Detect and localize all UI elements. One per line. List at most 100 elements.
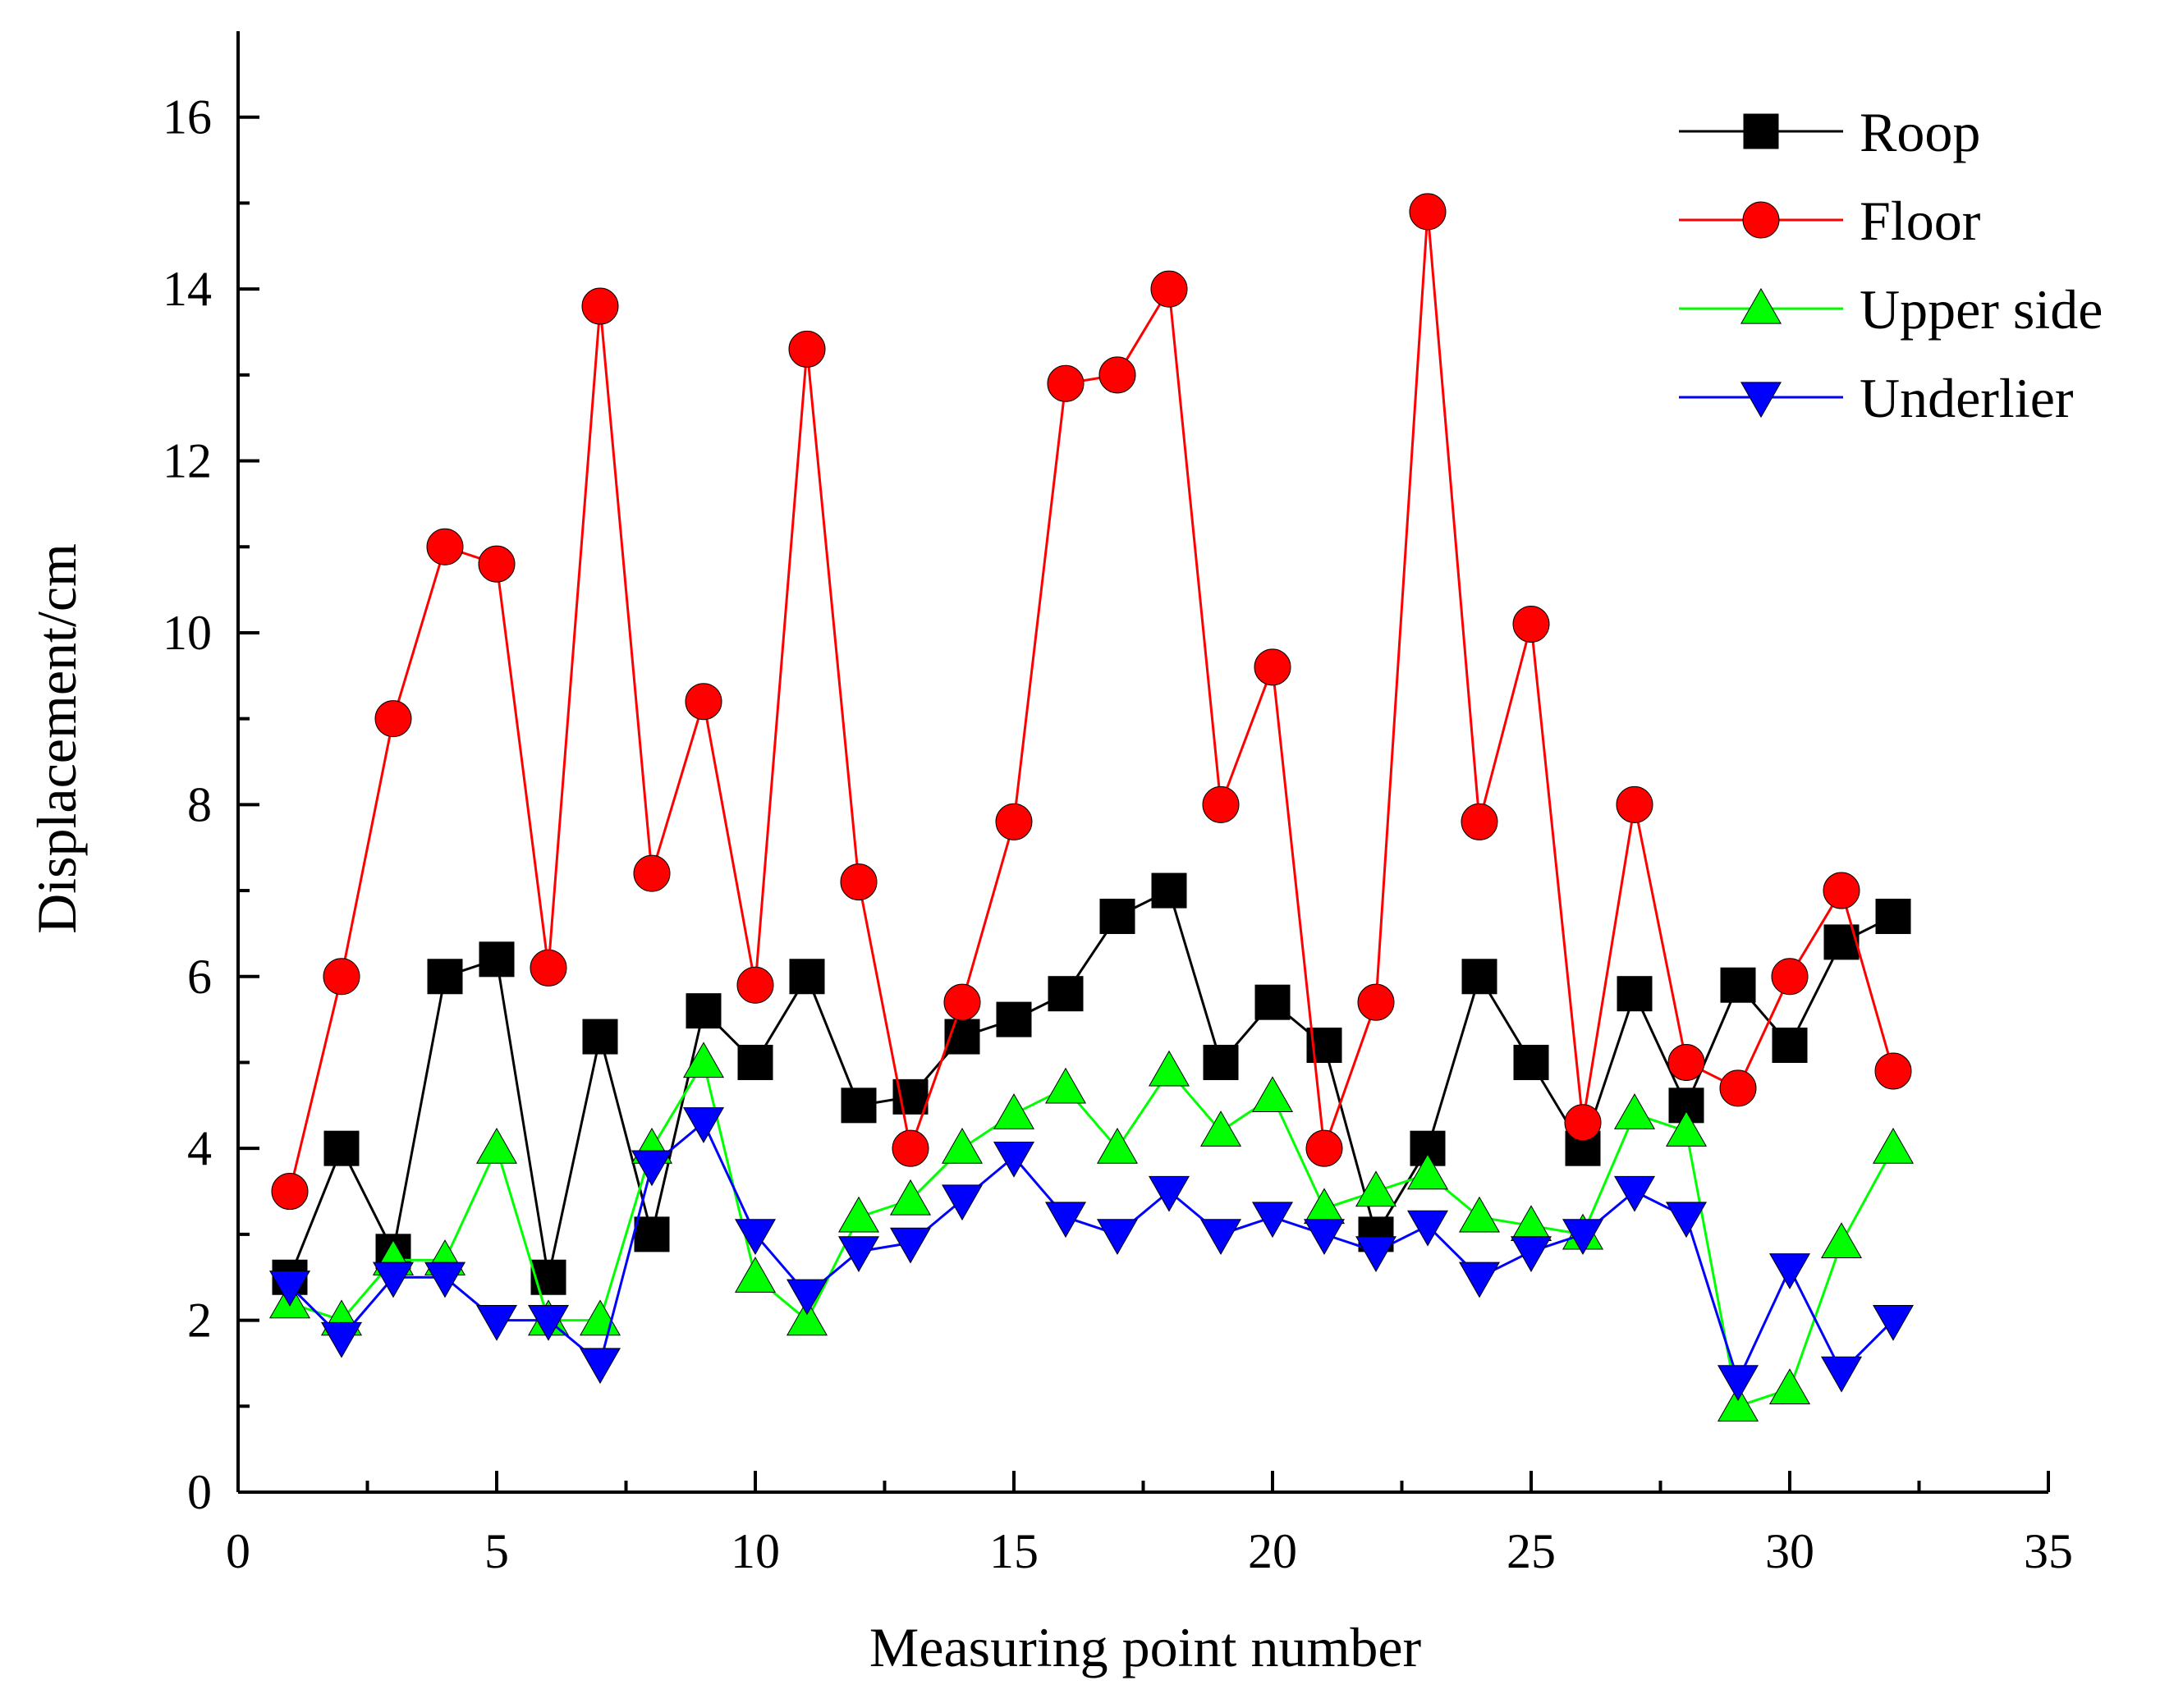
data-point-upper-side xyxy=(734,1257,777,1293)
series-upper-side xyxy=(268,1042,1915,1422)
data-point-upper-side xyxy=(1044,1067,1087,1104)
legend-entry-underlier: Underlier xyxy=(1679,367,2074,429)
x-tick-label: 10 xyxy=(731,1524,780,1578)
data-point-roop xyxy=(634,1216,670,1252)
data-point-upper-side xyxy=(1458,1196,1501,1233)
x-axis-title: Measuring point number xyxy=(869,1616,1422,1678)
legend-marker xyxy=(1740,382,1782,419)
data-point-roop xyxy=(1513,1044,1549,1080)
data-point-roop xyxy=(530,1259,566,1295)
x-tick-label: 30 xyxy=(1765,1524,1814,1578)
data-point-underlier xyxy=(579,1348,621,1385)
y-tick-label: 4 xyxy=(187,1121,212,1175)
legend-label: Roop xyxy=(1860,101,1980,163)
data-point-floor xyxy=(685,683,722,721)
data-point-underlier xyxy=(941,1184,984,1221)
data-point-floor xyxy=(426,528,464,566)
data-point-underlier xyxy=(1458,1262,1501,1298)
y-tick-label: 12 xyxy=(163,434,212,488)
data-point-underlier xyxy=(631,1150,673,1187)
data-point-floor xyxy=(1202,785,1240,823)
data-point-upper-side xyxy=(1355,1170,1397,1207)
data-point-upper-side xyxy=(889,1179,932,1216)
data-point-underlier xyxy=(1717,1365,1759,1402)
series-layer xyxy=(268,193,1915,1422)
data-point-floor xyxy=(271,1173,309,1211)
data-point-roop xyxy=(841,1088,877,1124)
y-tick-label: 2 xyxy=(187,1294,212,1348)
data-point-floor xyxy=(478,545,516,583)
data-point-floor xyxy=(1254,648,1291,686)
data-point-underlier xyxy=(372,1262,415,1298)
data-point-underlier xyxy=(1510,1236,1552,1272)
data-point-upper-side xyxy=(1096,1128,1139,1164)
data-point-upper-side xyxy=(1872,1128,1915,1164)
data-point-underlier xyxy=(320,1321,363,1358)
data-point-underlier xyxy=(889,1227,932,1264)
x-tick-label: 25 xyxy=(1507,1524,1556,1578)
data-point-floor xyxy=(943,983,981,1021)
data-point-upper-side xyxy=(1768,1368,1811,1404)
data-point-underlier xyxy=(1406,1210,1449,1247)
data-point-underlier xyxy=(1820,1356,1863,1393)
data-point-upper-side xyxy=(1406,1153,1449,1190)
data-point-floor xyxy=(1616,785,1653,823)
series-underlier xyxy=(268,1107,1915,1402)
legend: Roop Floor Upper side Underlier xyxy=(1679,101,2103,429)
legend-entry-upper-side: Upper side xyxy=(1679,278,2103,341)
data-point-floor xyxy=(633,854,671,892)
data-point-underlier xyxy=(1303,1219,1346,1256)
data-point-roop xyxy=(686,993,722,1029)
data-point-floor xyxy=(736,966,774,1004)
data-point-floor xyxy=(788,330,826,368)
y-tick-label: 8 xyxy=(187,777,212,831)
legend-label: Upper side xyxy=(1860,278,2103,341)
data-point-underlier xyxy=(1768,1253,1811,1289)
data-point-upper-side xyxy=(1613,1093,1656,1129)
data-point-roop xyxy=(1720,967,1756,1003)
data-point-floor xyxy=(1461,803,1498,840)
data-point-roop xyxy=(1048,976,1084,1012)
data-point-underlier xyxy=(1562,1219,1604,1256)
data-point-upper-side xyxy=(993,1093,1035,1129)
y-axis-title: Displacement/cm xyxy=(25,543,88,934)
data-point-upper-side xyxy=(1820,1222,1863,1258)
data-point-roop xyxy=(323,1130,360,1166)
data-point-underlier xyxy=(1355,1236,1397,1272)
data-point-floor xyxy=(1098,356,1136,394)
legend-entry-roop: Roop xyxy=(1679,101,1980,163)
data-point-floor xyxy=(374,700,412,738)
y-tick-label: 6 xyxy=(187,950,212,1004)
data-point-underlier xyxy=(424,1262,466,1298)
data-point-floor xyxy=(530,949,567,987)
data-point-underlier xyxy=(993,1142,1035,1178)
data-point-underlier xyxy=(1096,1219,1139,1256)
data-point-roop xyxy=(1772,1028,1808,1064)
data-point-roop xyxy=(479,941,515,978)
data-point-underlier xyxy=(1044,1202,1087,1239)
data-point-floor xyxy=(1771,958,1809,996)
data-point-roop xyxy=(789,959,825,995)
y-tick-label: 16 xyxy=(163,90,212,144)
data-point-roop xyxy=(1254,984,1291,1020)
legend-marker xyxy=(1743,113,1779,149)
data-point-roop xyxy=(1099,898,1135,934)
legend-label: Floor xyxy=(1860,190,1981,252)
data-point-floor xyxy=(840,863,878,901)
axes: 0 5 10 15 20 25 30 35 0 2 4 6 8 10 12 14 16 xyxy=(163,31,2073,1578)
data-point-underlier xyxy=(1872,1304,1915,1341)
data-point-underlier xyxy=(1613,1175,1656,1212)
data-point-roop xyxy=(582,1019,618,1055)
data-point-roop xyxy=(1461,959,1497,995)
data-point-floor xyxy=(1047,364,1085,402)
data-point-underlier xyxy=(1251,1202,1294,1239)
y-tick-label: 0 xyxy=(187,1465,212,1519)
data-point-floor xyxy=(1409,193,1447,231)
data-point-upper-side xyxy=(682,1042,725,1078)
data-point-underlier xyxy=(837,1236,880,1272)
data-point-upper-side xyxy=(1665,1110,1708,1147)
series-line-upper-side xyxy=(289,1059,1895,1408)
data-point-underlier xyxy=(1148,1175,1190,1212)
data-point-roop xyxy=(737,1044,773,1080)
